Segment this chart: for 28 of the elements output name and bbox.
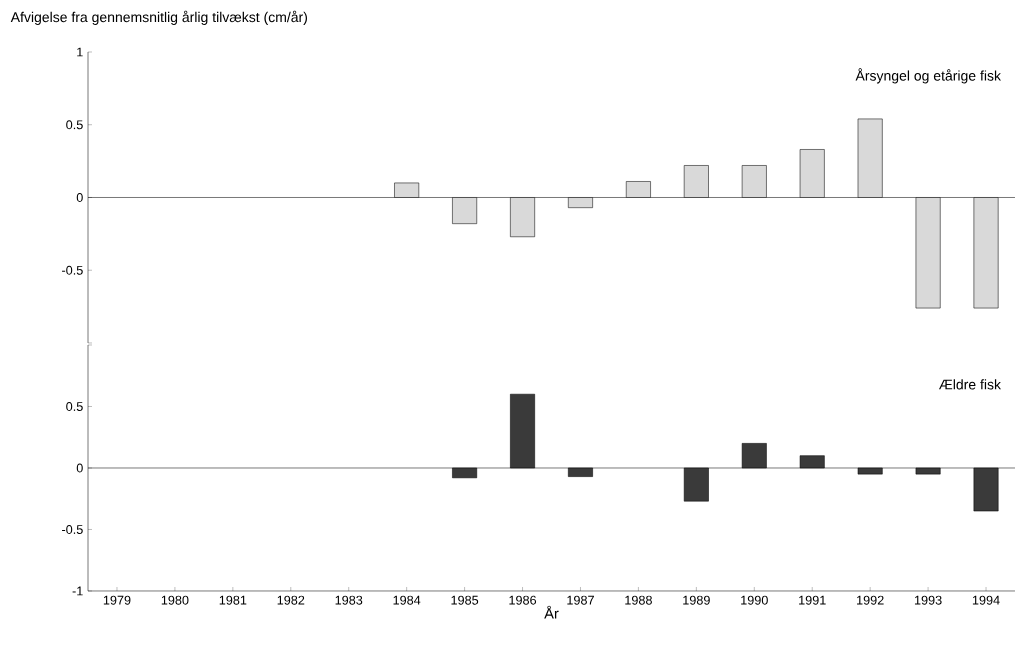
x-tick-label: 1990 (741, 595, 768, 605)
y-tick-label: -0.5 (62, 265, 83, 275)
text: Ældre fisk (938, 379, 1002, 390)
y-tick-label: -0.5 (62, 525, 83, 534)
y-tick-label: -1 (72, 586, 83, 596)
y-tick-label: 1 (77, 47, 83, 57)
x-tick-label: 1988 (625, 595, 652, 605)
x-tick-label: 1992 (857, 595, 884, 605)
y-tick-label: 0.5 (66, 120, 83, 130)
text: Årsyngel og etårige fisk (855, 68, 1001, 84)
x-tick-label: 1985 (451, 595, 479, 605)
x-tick-label: 1987 (567, 595, 594, 605)
x-tick-label: 1983 (335, 595, 363, 605)
x-tick-label: 1986 (509, 595, 537, 605)
x-tick-label: 1980 (161, 595, 189, 605)
x-tick-label: 1979 (103, 595, 131, 605)
x-tick-label: 1991 (799, 595, 826, 605)
x-tick-label: 1989 (683, 595, 710, 605)
x-tick-label: 1981 (219, 595, 247, 605)
x-axis-title: År (544, 605, 559, 619)
y-tick-label: 0.5 (66, 402, 83, 411)
x-tick-label: 1984 (393, 595, 421, 605)
x-tick-label: 1994 (972, 595, 1000, 605)
y-tick-label: 0 (76, 193, 83, 202)
x-tick-label: 1982 (277, 595, 305, 605)
x-tick-label: 1993 (914, 595, 942, 605)
y-tick-label: 0 (76, 463, 83, 473)
chart-title: Afvigelse fra gennemsnitlig årlig tilvækst (cm/år) (10, 10, 307, 25)
